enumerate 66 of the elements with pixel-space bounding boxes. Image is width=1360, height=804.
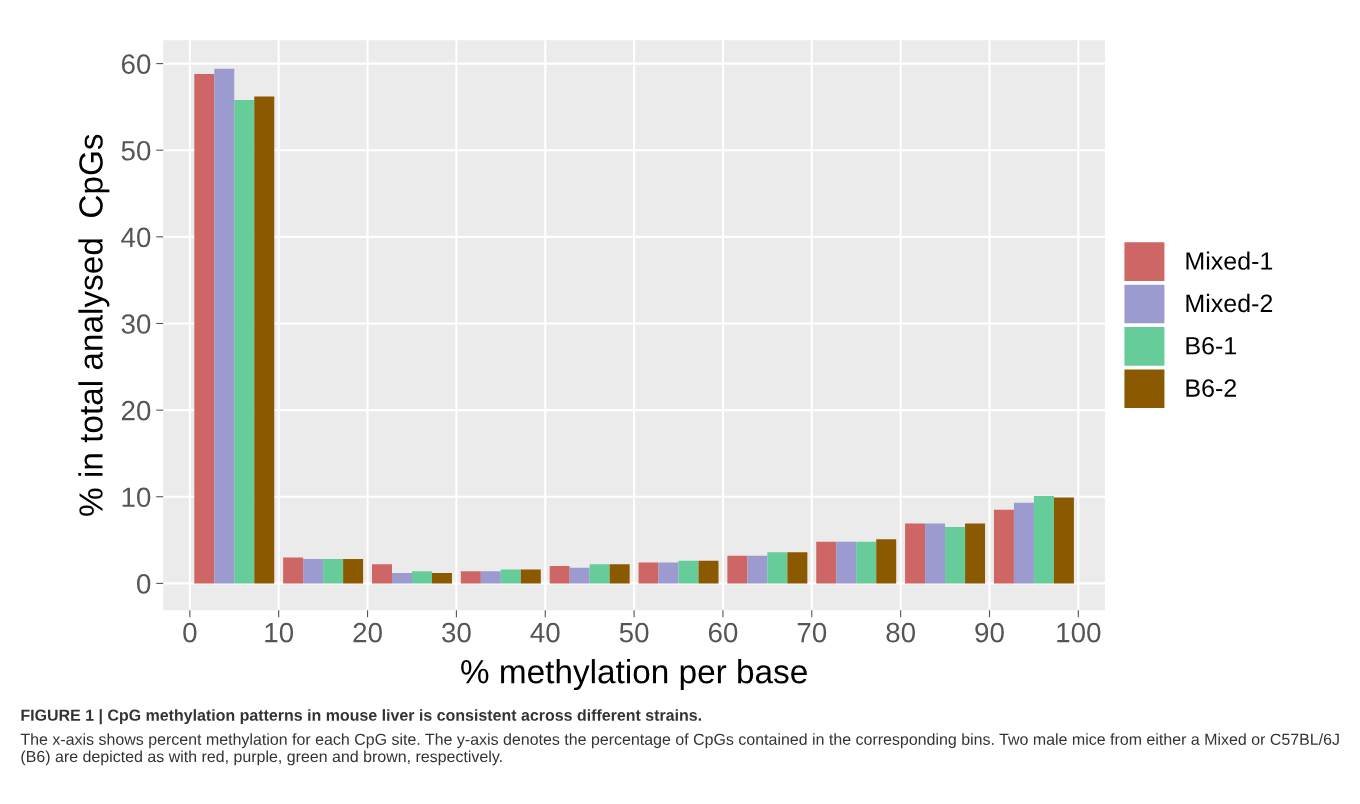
legend-label: Mixed-1 — [1186, 251, 1273, 270]
bar — [965, 523, 986, 584]
bar — [323, 559, 344, 584]
bar — [460, 571, 481, 584]
y-axis-title: % in total analysed CpGs — [78, 134, 110, 516]
bar — [569, 567, 590, 584]
y-tick-label: 40 — [121, 227, 151, 248]
bar — [816, 541, 837, 584]
bar — [411, 571, 432, 584]
bar — [836, 541, 857, 584]
bar — [234, 99, 255, 584]
bar — [194, 73, 215, 584]
legend-label: B6-1 — [1186, 336, 1237, 355]
y-tick-label: 20 — [121, 400, 151, 421]
bar — [925, 523, 946, 584]
bar — [638, 562, 659, 584]
bar — [698, 560, 719, 584]
bar — [254, 96, 275, 584]
bar — [905, 523, 926, 584]
bar — [1013, 502, 1034, 584]
bar — [549, 566, 570, 584]
bar — [678, 560, 699, 584]
bar — [767, 552, 788, 584]
bar — [431, 572, 452, 584]
x-tick-label: 30 — [442, 622, 471, 643]
bar — [658, 562, 679, 584]
bar — [856, 541, 877, 584]
bar — [283, 557, 304, 584]
y-tick-label: 10 — [122, 487, 151, 508]
y-tick-label: 50 — [121, 140, 151, 161]
legend-label: Mixed-2 — [1186, 293, 1273, 313]
y-tick-label: 60 — [121, 54, 151, 74]
x-axis-title: % methylation per base — [461, 659, 807, 691]
bar — [214, 68, 235, 584]
x-tick-label: 90 — [975, 622, 1004, 643]
x-tick-label: 100 — [1057, 622, 1101, 643]
y-tick-label: 30 — [121, 314, 151, 334]
bar — [1033, 495, 1054, 584]
bar — [520, 569, 541, 584]
x-tick-label: 50 — [619, 622, 649, 643]
bar — [372, 564, 392, 584]
x-tick-label: 10 — [265, 622, 294, 643]
bar — [787, 552, 808, 584]
bar — [391, 572, 412, 584]
bar — [945, 527, 966, 584]
bar — [727, 555, 748, 584]
bar — [480, 571, 501, 584]
x-tick-label: 70 — [797, 622, 827, 643]
x-tick-label: 80 — [886, 622, 916, 643]
bar — [1053, 497, 1074, 584]
bar — [500, 569, 521, 584]
y-tick-label: 0 — [137, 574, 151, 594]
x-tick-label: 0 — [183, 622, 197, 643]
bar — [609, 564, 630, 584]
legend-label: B6-2 — [1186, 379, 1236, 397]
bar — [589, 564, 610, 584]
x-tick-label: 60 — [708, 622, 738, 643]
bar — [303, 559, 324, 584]
bar — [993, 509, 1014, 584]
bar — [876, 539, 897, 584]
x-tick-label: 40 — [530, 622, 560, 643]
caption: FIGURE 1 | CpG methylation patterns in mouse liver is consistent across different strains. — [21, 709, 701, 725]
text: The x-axis shows percent methylation for each CpG site. The y-axis denotes the percentage of CpGs contained in the corresponding bins. Two male mice from either a Mixed or C57BL/6J (B6) are depicted as with red, purple, green and brown, respectively. — [20, 733, 1339, 766]
bar — [343, 559, 364, 584]
bar — [747, 555, 768, 584]
x-tick-label: 20 — [353, 622, 382, 643]
